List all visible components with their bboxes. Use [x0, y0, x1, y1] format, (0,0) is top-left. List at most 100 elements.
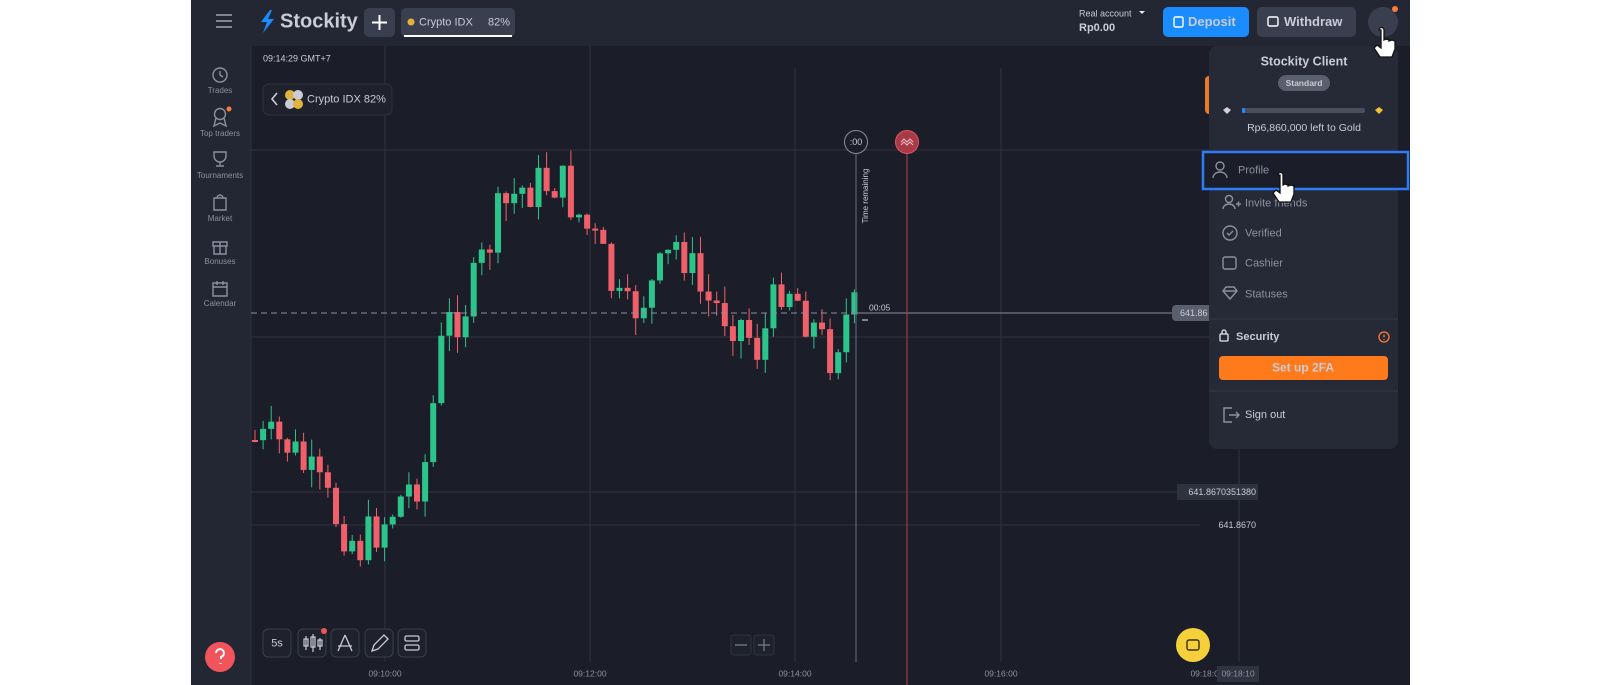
- menu-icon[interactable]: [216, 14, 232, 28]
- asset-tab-payout[interactable]: 82%: [488, 16, 510, 28]
- trade-widget[interactable]: [1176, 628, 1210, 662]
- sidebar-item[interactable]: Top traders: [200, 129, 240, 138]
- withdraw-button[interactable]: [1257, 7, 1356, 37]
- sidebar-item[interactable]: Market: [208, 214, 233, 223]
- indicators-button[interactable]: [330, 628, 360, 658]
- candle-body: [681, 242, 688, 274]
- setup-2fa-button[interactable]: [1219, 356, 1388, 380]
- sidebar-item[interactable]: Calendar: [204, 299, 237, 308]
- candle-body: [648, 280, 655, 308]
- candle-body: [519, 187, 526, 194]
- trades-icon-hand: [219, 71, 224, 78]
- hand-cursor: [1373, 26, 1396, 58]
- candle-body: [802, 300, 809, 337]
- sidebar-item[interactable]: Trades: [208, 86, 233, 95]
- hand-cursor: [1272, 171, 1295, 203]
- account-caret: [1139, 11, 1145, 14]
- account-type[interactable]: Real account: [1079, 8, 1132, 18]
- candle-body: [697, 253, 704, 292]
- profile-highlight[interactable]: [1201, 150, 1410, 191]
- zoom-in-icon: [758, 639, 770, 651]
- withdraw-label[interactable]: Withdraw: [1284, 14, 1343, 29]
- asset-tab-icon: [407, 18, 415, 26]
- candle-body: [738, 320, 744, 342]
- price-label: 641.8670: [1218, 520, 1256, 530]
- notification-dot: [321, 628, 327, 634]
- sidebar-dot: [226, 106, 232, 112]
- asset-tab-name[interactable]: Crypto IDX: [419, 16, 473, 28]
- withdraw-icon: [1267, 16, 1279, 27]
- candle-body: [284, 439, 291, 453]
- indicators-icon: [337, 634, 353, 652]
- candle-body: [333, 487, 339, 525]
- menu-badge-bg: [1278, 75, 1330, 91]
- interval-button[interactable]: [262, 628, 292, 658]
- deposit-label[interactable]: Deposit: [1188, 14, 1236, 29]
- candle-body: [624, 287, 631, 292]
- gold-diamond: [1375, 107, 1383, 114]
- candle-body: [300, 441, 307, 470]
- candle-body: [721, 303, 728, 327]
- top-traders-icon: [212, 117, 228, 128]
- layout-button[interactable]: [397, 628, 427, 658]
- deposit-icon: [1173, 16, 1184, 28]
- countdown: 00:05: [869, 302, 891, 312]
- candle-body: [252, 440, 258, 442]
- logo-icon: [261, 10, 274, 33]
- candle-body: [414, 484, 420, 502]
- candle-body: [851, 292, 858, 315]
- menu-item[interactable]: Cashier: [1245, 257, 1283, 269]
- x-label: 09:10:00: [368, 668, 401, 678]
- asset-chip[interactable]: Crypto IDX 82%: [262, 83, 393, 116]
- avatar-dot: [1392, 6, 1398, 12]
- draw-button[interactable]: [364, 628, 394, 658]
- market-icon: [213, 194, 227, 211]
- candle-body: [559, 165, 566, 198]
- security-icon: [1219, 333, 1229, 342]
- candle-body: [454, 312, 461, 338]
- candle-body: [576, 214, 582, 218]
- candle-body: [592, 228, 599, 231]
- invite-icon: [1222, 201, 1241, 210]
- top-traders-icon: [213, 107, 227, 121]
- candle-body: [770, 284, 777, 329]
- candle-body: [308, 456, 315, 470]
- setup-2fa-label[interactable]: Set up 2FA: [1272, 361, 1334, 375]
- candle-body: [835, 352, 842, 374]
- x-label: 09:16:00: [984, 668, 1017, 678]
- coin-icon: [293, 90, 303, 100]
- deposit-button[interactable]: [1163, 7, 1249, 37]
- current-price-box: [1172, 305, 1212, 321]
- back-arrow[interactable]: [270, 92, 278, 106]
- statuses-icon: [1222, 286, 1238, 301]
- menu-item[interactable]: Statuses: [1245, 288, 1288, 300]
- plus-icon: [372, 15, 387, 30]
- asset-chip-label[interactable]: Crypto IDX 82%: [307, 93, 386, 105]
- asset-tab[interactable]: [401, 8, 515, 37]
- menu-item[interactable]: Profile: [1238, 164, 1269, 176]
- candle-body: [786, 293, 793, 308]
- menu-item[interactable]: Verified: [1245, 227, 1282, 239]
- menu-items: Profile Invite friends Verified Cashier …: [1201, 150, 1410, 301]
- candle-body: [794, 293, 801, 301]
- candle-body: [762, 328, 769, 360]
- sidebar-item[interactable]: Bonuses: [204, 257, 235, 266]
- candle-body: [713, 300, 720, 304]
- progress-track: [1242, 108, 1365, 113]
- cursor: [1373, 26, 1396, 58]
- sign-out[interactable]: Sign out: [1245, 409, 1285, 421]
- avatar[interactable]: [1368, 7, 1398, 37]
- app-background: [191, 0, 1410, 685]
- time-remaining: Time remaining: [861, 169, 870, 224]
- chart-type-button[interactable]: [297, 628, 327, 658]
- price-label-box: [1177, 484, 1258, 500]
- candle-body: [567, 165, 574, 218]
- cashier-icon: [1222, 256, 1237, 270]
- current-price: 641.86: [1180, 308, 1208, 318]
- sidebar-item[interactable]: Tournaments: [197, 171, 243, 180]
- sidebar: [191, 46, 251, 685]
- candle-body: [665, 249, 672, 254]
- menu-badge: Standard: [1286, 78, 1323, 88]
- interval[interactable]: 5s: [271, 637, 283, 649]
